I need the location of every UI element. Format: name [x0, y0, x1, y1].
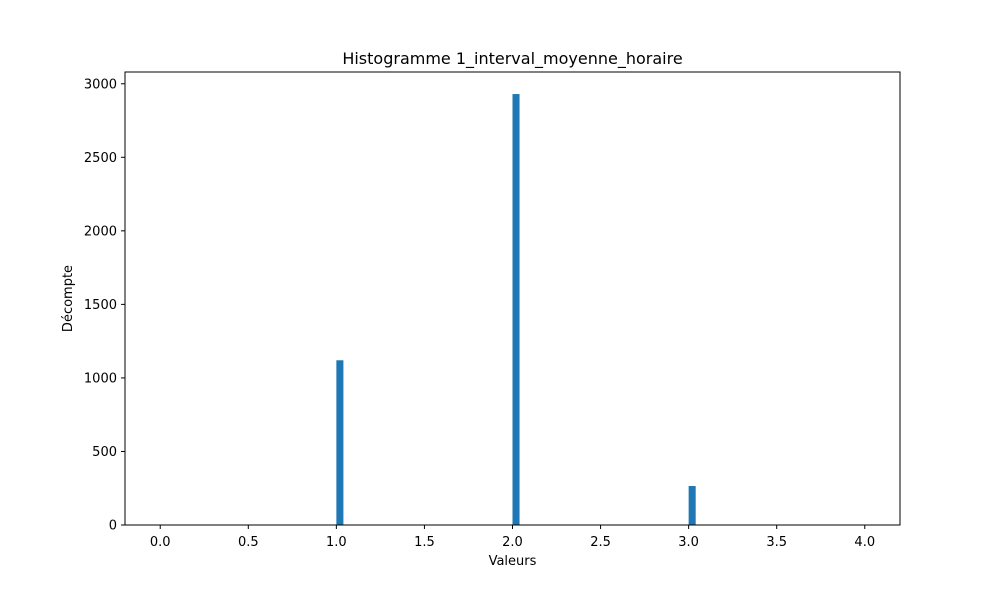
y-axis: 0 500 1000 1500 2000 2500 3000: [84, 77, 125, 534]
chart-title: Histogramme 1_interval_moyenne_horaire: [342, 49, 682, 69]
x-tick-label: 0.5: [238, 535, 259, 550]
y-tick-label: 0: [109, 519, 117, 534]
x-tick-label: 3.0: [678, 535, 699, 550]
x-tick-label: 2.5: [590, 535, 611, 550]
x-tick-label: 1.0: [326, 535, 347, 550]
plot-area: [336, 94, 696, 525]
y-tick-label: 500: [92, 445, 117, 460]
histogram-bar-1: [512, 94, 520, 525]
x-tick-label: 0.0: [150, 535, 171, 550]
histogram-bar-2: [688, 486, 696, 525]
x-axis: 0.0 0.5 1.0 1.5 2.0 2.5 3.0 3.5 4.0: [150, 525, 875, 550]
x-tick-label: 1.5: [414, 535, 435, 550]
histogram-bar-0: [336, 360, 344, 525]
y-tick-label: 2500: [84, 151, 117, 166]
y-tick-label: 3000: [84, 77, 117, 92]
y-tick-label: 1500: [84, 298, 117, 313]
x-axis-label: Valeurs: [489, 554, 537, 569]
x-tick-label: 2.0: [502, 535, 523, 550]
x-tick-label: 3.5: [766, 535, 787, 550]
y-tick-label: 2000: [84, 224, 117, 239]
x-tick-label: 4.0: [854, 535, 875, 550]
y-axis-label: Décompte: [61, 265, 76, 332]
y-tick-label: 1000: [84, 371, 117, 386]
